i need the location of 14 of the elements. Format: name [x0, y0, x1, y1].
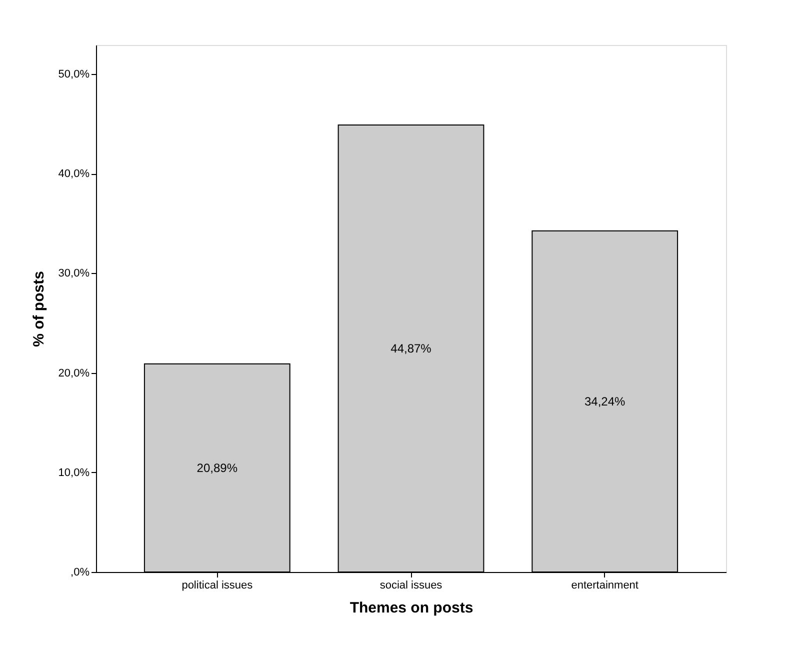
x-axis-title: Themes on posts — [350, 600, 474, 616]
x-tick-label: social issues — [380, 580, 443, 592]
data-label: 34,24% — [584, 394, 626, 408]
y-tick-label: 30,0% — [58, 268, 90, 280]
data-label: 20,89% — [196, 460, 238, 475]
x-tick-label: political issues — [182, 580, 254, 592]
y-tick-label: ,0% — [70, 566, 90, 578]
y-tick-label: 10,0% — [58, 466, 90, 479]
x-tick-label: entertainment — [571, 580, 638, 592]
y-tick-label: 40,0% — [58, 168, 90, 180]
y-tick-label: 20,0% — [58, 367, 90, 380]
y-tick-label: 50,0% — [58, 68, 90, 80]
data-label: 44,87% — [390, 342, 432, 356]
y-axis-title: % of posts — [30, 271, 48, 347]
